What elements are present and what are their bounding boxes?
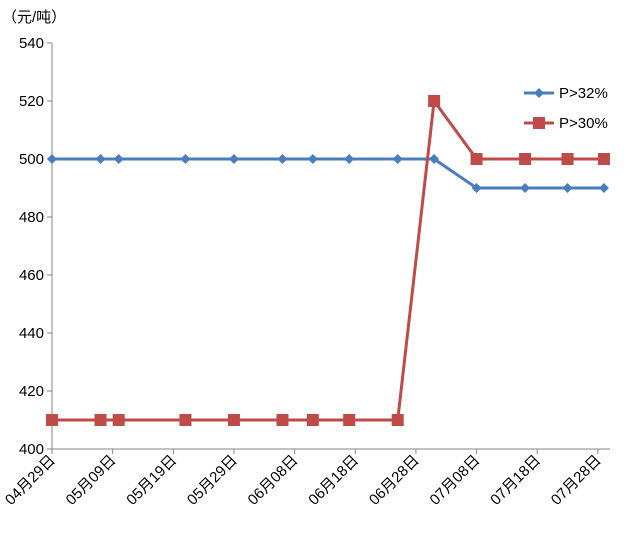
data-point	[470, 153, 483, 165]
legend-label: P>32%	[559, 85, 608, 102]
data-point	[227, 414, 240, 426]
data-point	[112, 414, 125, 426]
x-tick-label: 04月29日	[2, 452, 59, 509]
x-tick-label: 05月19日	[123, 452, 180, 509]
x-tick-label: 07月28日	[548, 452, 605, 509]
data-point	[276, 414, 289, 426]
data-point	[391, 414, 404, 426]
data-point	[306, 414, 319, 426]
data-point	[46, 414, 58, 426]
data-point	[95, 154, 106, 164]
data-point	[344, 154, 355, 164]
legend-label: P>30%	[559, 115, 608, 132]
data-point	[343, 414, 356, 426]
y-tick-label: 500	[19, 151, 44, 168]
data-point	[597, 153, 610, 165]
y-tick-label: 460	[19, 267, 44, 284]
data-point	[428, 95, 441, 107]
y-tick-label: 400	[19, 441, 44, 458]
series-line-0	[52, 157, 604, 190]
data-point	[520, 183, 531, 193]
x-tick-label: 07月18日	[487, 452, 544, 509]
y-tick-label: 480	[19, 209, 44, 226]
data-point	[519, 153, 532, 165]
y-tick-label: 440	[19, 325, 44, 342]
y-tick-label: 420	[19, 383, 44, 400]
data-point	[598, 183, 609, 193]
data-point	[471, 183, 482, 193]
data-point	[47, 154, 57, 164]
data-point	[179, 414, 192, 426]
data-point	[180, 154, 191, 164]
data-point	[562, 183, 573, 193]
data-point	[94, 414, 107, 426]
series-line-1	[52, 97, 604, 422]
data-point	[228, 154, 239, 164]
legend-marker	[534, 88, 544, 98]
x-tick-label: 06月28日	[366, 452, 423, 509]
data-point	[392, 154, 403, 164]
data-point	[113, 154, 124, 164]
data-point	[561, 153, 574, 165]
unit-label: （元/吨）	[2, 9, 66, 26]
legend-marker	[533, 117, 545, 129]
x-tick-label: 06月08日	[245, 452, 302, 509]
x-tick-label: 06月18日	[305, 452, 362, 509]
data-point	[277, 154, 288, 164]
y-tick-label: 540	[19, 35, 44, 52]
data-point	[307, 154, 318, 164]
x-tick-label: 07月08日	[427, 452, 484, 509]
x-tick-label: 05月09日	[63, 452, 120, 509]
data-point	[429, 154, 440, 164]
x-tick-label: 05月29日	[184, 452, 241, 509]
y-tick-label: 520	[19, 93, 44, 110]
